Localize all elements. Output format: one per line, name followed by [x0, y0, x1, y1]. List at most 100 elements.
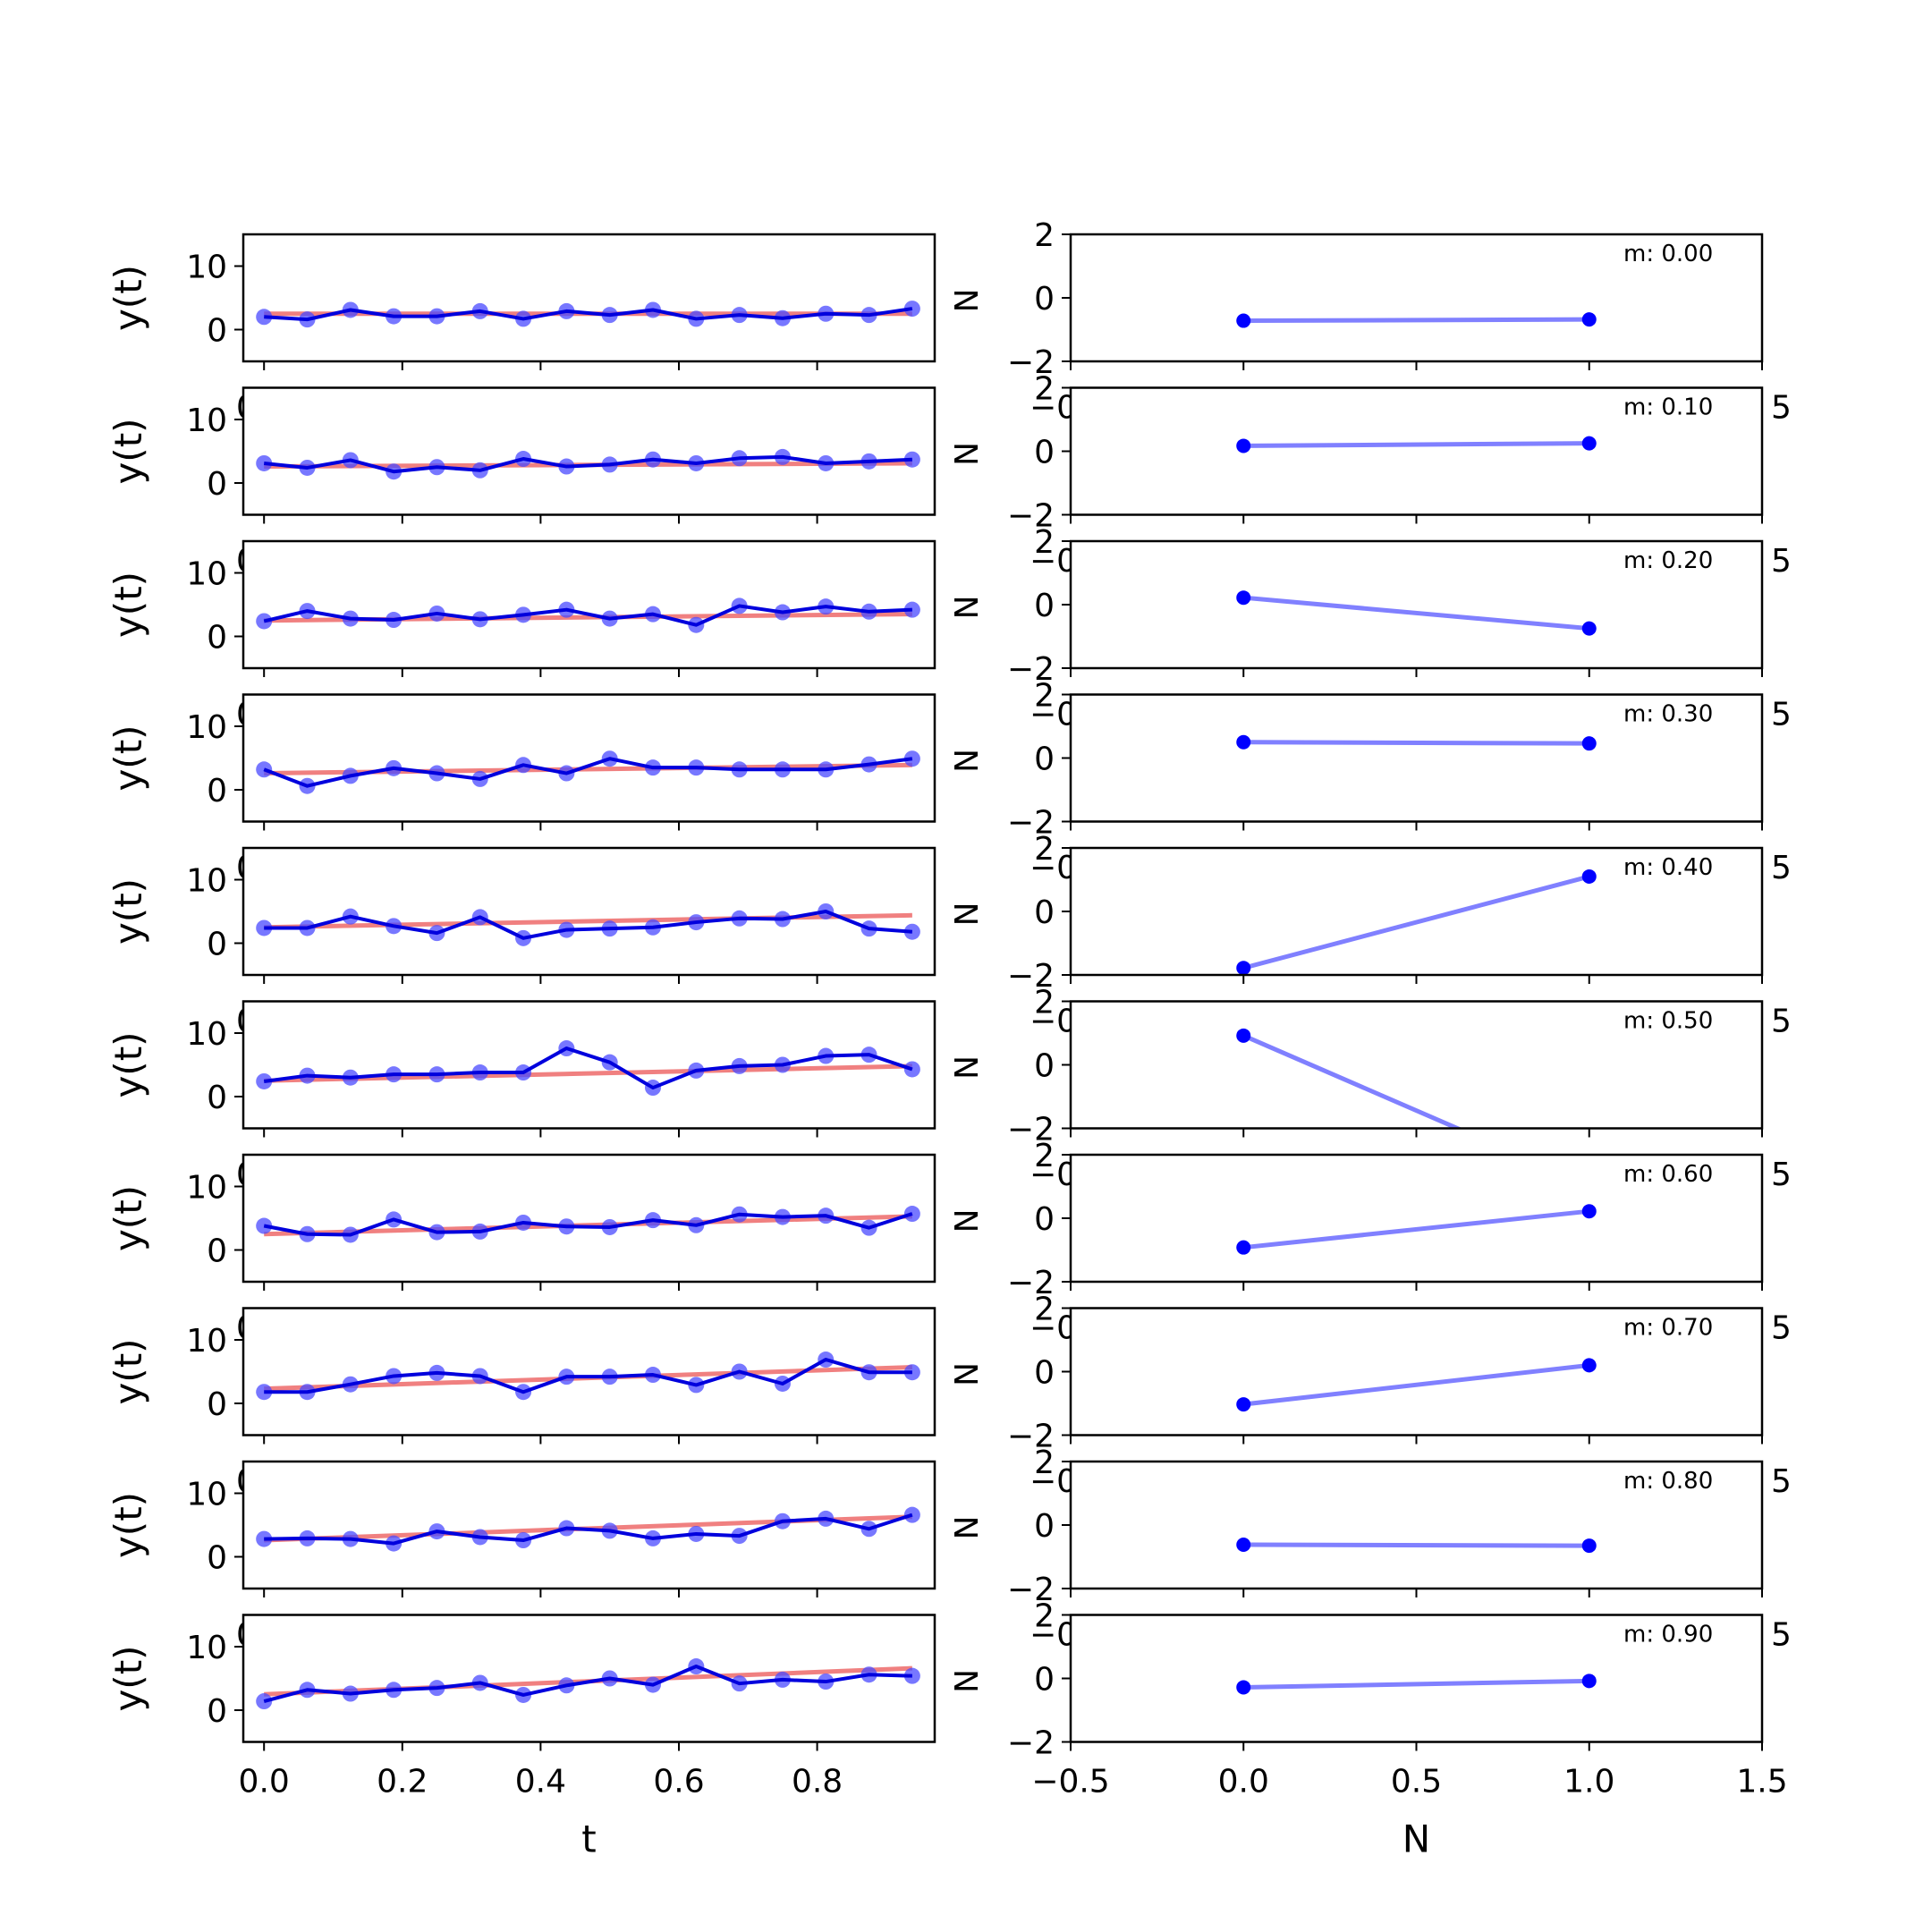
y-axis-label: y(t): [106, 1492, 150, 1558]
y-tick-label: 10: [186, 1630, 227, 1666]
x-axis-label: t: [581, 1818, 596, 1861]
plot-area: [1071, 1614, 1762, 1742]
y-tick-label: 0: [207, 1080, 227, 1116]
timeseries-panel-1: 0N010y(t): [106, 386, 983, 524]
plot-area: [243, 694, 935, 822]
plot-area: [243, 1001, 935, 1129]
coefficient-line: [1243, 1542, 1589, 1548]
y-axis-label: y(t): [106, 1031, 150, 1097]
overlap-tick-label: 5: [1771, 697, 1792, 733]
timeseries-panel-7: 0N010y(t): [106, 1307, 983, 1445]
overlap-tick-label: 5: [1771, 1004, 1792, 1040]
coefficient-panel-0: m: 0.00 −2 0 2: [1007, 217, 1764, 381]
y-tick-label: −2: [1007, 1419, 1055, 1455]
coefficient-point: [1236, 961, 1251, 975]
x-tick-label: 0.6: [653, 1764, 704, 1801]
y-tick-label: 10: [186, 1016, 227, 1053]
data-line: [263, 604, 912, 627]
y-tick-label: 2: [1034, 1138, 1055, 1174]
x-tick-label: 0.2: [377, 1764, 428, 1801]
coefficient-line: [1243, 317, 1589, 324]
overlap-axis-title: N: [946, 1669, 983, 1693]
y-axis-label: y(t): [106, 1185, 150, 1251]
overlap-tick-label: −0: [1030, 850, 1077, 886]
plot-area: [1071, 234, 1762, 361]
overlap-axis-title: N: [946, 1209, 983, 1233]
y-tick-label: 0: [1034, 1508, 1055, 1545]
coefficient-point: [1581, 621, 1597, 636]
y-tick-label: 2: [1034, 1445, 1055, 1481]
coefficient-line: [1242, 1033, 1463, 1129]
y-tick-label: 0: [207, 927, 227, 963]
timeseries-panel-3: 0N010y(t): [106, 693, 983, 831]
y-tick-label: 0: [1034, 1048, 1055, 1085]
coefficient-point: [1236, 1680, 1251, 1695]
overlap-axis-title: N: [946, 596, 983, 620]
axes-frame: [242, 1307, 936, 1436]
plot-area: [1071, 1001, 1762, 1129]
timeseries-panel-2: 0N010y(t): [106, 539, 983, 677]
overlap-tick-label: −0: [1030, 1157, 1077, 1193]
coefficient-point: [1236, 438, 1251, 453]
overlap-axis-title: N: [946, 442, 983, 466]
coefficient-point: [1581, 436, 1597, 451]
x-tick-label: 0.8: [792, 1764, 843, 1801]
overlap-tick-label: 5: [1771, 850, 1792, 886]
plot-content: [256, 750, 920, 794]
y-tick-label: 10: [186, 863, 227, 900]
overlap-tick-label: 5: [1771, 1157, 1792, 1193]
coefficient-point: [1236, 1397, 1251, 1412]
y-tick-label: 10: [186, 1477, 227, 1513]
y-axis-label: y(t): [106, 724, 150, 791]
y-tick-label: 0: [1034, 435, 1055, 471]
y-tick-label: 10: [186, 709, 227, 746]
data-line: [263, 1046, 913, 1090]
plot-content: [256, 1352, 920, 1401]
overlap-axis-title: N: [946, 289, 983, 313]
plot-area: [1071, 387, 1762, 515]
coefficient-line: [1243, 740, 1589, 746]
plot-content: [1236, 1674, 1597, 1695]
y-tick-label: 2: [1034, 831, 1055, 868]
coefficient-point: [1581, 312, 1597, 327]
overlap-tick-label: −0: [1030, 1617, 1077, 1654]
y-tick-label: 2: [1034, 371, 1055, 408]
coefficient-point: [1581, 1204, 1597, 1219]
coefficient-line: [1242, 874, 1590, 970]
timeseries-panel-9: 0N010y(t): [106, 1614, 983, 1751]
coefficient-point: [1581, 869, 1597, 884]
overlap-tick-label: −0: [1030, 543, 1077, 580]
y-tick-label: 0: [1034, 894, 1055, 931]
plot-content: [1236, 590, 1597, 636]
coefficient-panel-7: −0 5 m: 0.70 −2 0 2: [1007, 1292, 1792, 1455]
plot-area: [1071, 1462, 1762, 1589]
y-axis-label: y(t): [106, 878, 150, 945]
overlap-axis-title: N: [946, 1516, 983, 1540]
y-tick-label: −2: [1007, 1725, 1055, 1762]
timeseries-panel-0: N 0 10 y(t): [106, 233, 983, 370]
y-tick-label: 10: [186, 1323, 227, 1360]
plot-area: [243, 387, 935, 515]
axes-frame: [242, 233, 936, 363]
plot-content: [256, 301, 920, 328]
m-label: m: 0.10: [1623, 394, 1713, 421]
axes-frame: [242, 846, 936, 977]
y-tick-label: 0: [1034, 281, 1055, 318]
y-tick-label: −2: [1007, 651, 1055, 688]
y-tick-label: −2: [1007, 805, 1055, 842]
overlap-tick-label: −0: [1030, 697, 1077, 733]
coefficient-line: [1243, 595, 1589, 631]
timeseries-panel-4: 0N010y(t): [106, 846, 983, 984]
axes-frame: [242, 539, 936, 670]
coefficient-panel-2: −0 5 m: 0.20 −2 0 2: [1007, 524, 1792, 688]
x-tick-label: 0.0: [1218, 1764, 1269, 1801]
coefficient-point: [1581, 1538, 1597, 1554]
y-tick-label: 0: [207, 313, 227, 350]
plot-content: [1236, 734, 1597, 751]
coefficient-point: [1581, 1358, 1597, 1373]
plot-content: [256, 1206, 920, 1243]
coefficient-panel-4: −0 5 m: 0.40 −2 0 2: [1007, 831, 1792, 995]
m-label: m: 0.60: [1623, 1161, 1713, 1188]
coefficient-line: [1243, 1678, 1589, 1690]
